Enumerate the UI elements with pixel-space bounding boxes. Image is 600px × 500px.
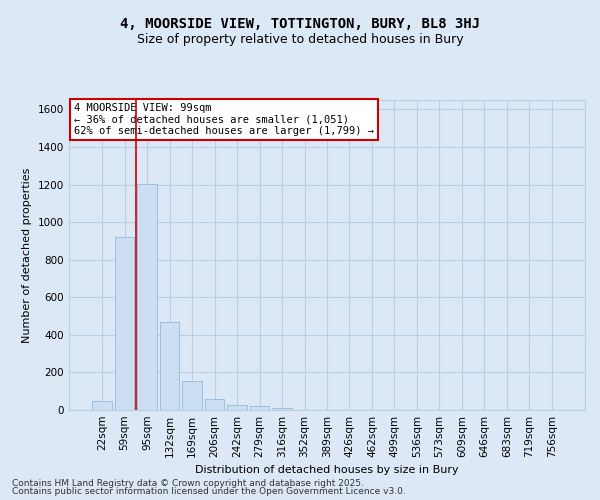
Y-axis label: Number of detached properties: Number of detached properties [22, 168, 32, 342]
Bar [182, 381, 202, 410]
Bar [92, 400, 112, 410]
Text: Contains public sector information licensed under the Open Government Licence v3: Contains public sector information licen… [12, 488, 406, 496]
Text: Contains HM Land Registry data © Crown copyright and database right 2025.: Contains HM Land Registry data © Crown c… [12, 478, 364, 488]
Bar [272, 408, 292, 410]
Bar [160, 322, 179, 410]
Bar [205, 400, 224, 410]
Bar [137, 184, 157, 410]
Text: 4, MOORSIDE VIEW, TOTTINGTON, BURY, BL8 3HJ: 4, MOORSIDE VIEW, TOTTINGTON, BURY, BL8 … [120, 18, 480, 32]
Bar [115, 237, 134, 410]
Text: Size of property relative to detached houses in Bury: Size of property relative to detached ho… [137, 32, 463, 46]
Text: 4 MOORSIDE VIEW: 99sqm
← 36% of detached houses are smaller (1,051)
62% of semi-: 4 MOORSIDE VIEW: 99sqm ← 36% of detached… [74, 103, 374, 136]
X-axis label: Distribution of detached houses by size in Bury: Distribution of detached houses by size … [195, 466, 459, 475]
Bar [227, 404, 247, 410]
Bar [250, 406, 269, 410]
